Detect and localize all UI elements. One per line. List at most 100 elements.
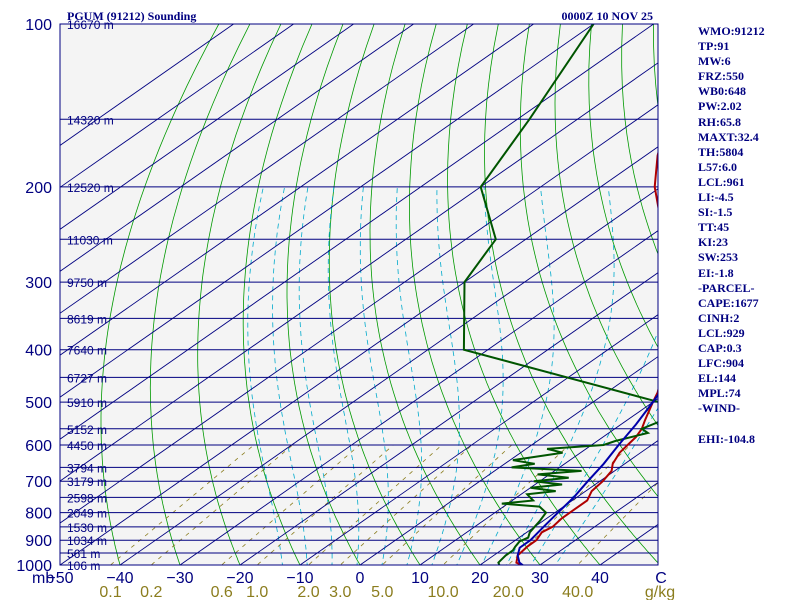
dry-adiabat [197,24,282,565]
index-line: CAP:0.3 [698,340,742,355]
temperature-tick-label: 30 [531,570,549,587]
index-line: FRZ:550 [698,69,744,84]
mixing-ratio-tick-label: 0.1 [99,584,121,600]
dry-adiabat [554,24,658,427]
pressure-tick-label: 400 [25,343,52,360]
dry-adiabat [588,24,658,349]
index-line: LCL:961 [698,174,745,189]
height-label: 14320 m [67,113,114,127]
temperature-tick-label: 0 [356,570,365,587]
mixing-ratio-line [339,444,473,565]
isotherm [60,24,415,272]
isotherm [60,62,658,482]
isotherm [239,272,658,565]
dry-adiabat [100,24,220,565]
index-line: WMO:91212 [698,24,765,38]
temperature-tick-label: −30 [166,570,193,587]
profile-lines [462,24,658,565]
height-label: 5152 m [67,423,107,437]
height-label: 2049 m [67,507,107,521]
isotherm [60,146,658,565]
plot-frame [59,23,659,566]
moist-adiabat [456,186,504,565]
index-line: EL:144 [698,371,737,386]
height-label: 3179 m [67,475,107,489]
temperature-tick-label: 20 [471,570,489,587]
isotherm [359,356,658,565]
isotherm [60,24,475,314]
dry-adiabat [149,24,251,565]
pressure-tick-label: 600 [25,438,52,455]
index-line: TP:91 [698,39,730,54]
temperature-tick-label: 40 [591,570,609,587]
pressure-tick-label: 100 [25,17,52,34]
height-label: 106 m [67,559,100,573]
height-label: 7640 m [67,344,107,358]
index-line: WB0:648 [698,84,746,99]
mixing-ratio-tick-label: 3.0 [329,584,351,600]
dry-adiabat [484,24,658,564]
index-line: EI:-1.8 [698,265,734,280]
height-label: 12520 m [67,181,114,195]
isotherm [179,230,658,565]
mixing-ratio-line [507,444,631,565]
mixing-ratio-tick-label: 2.0 [297,584,319,600]
index-line: SI:-1.5 [698,205,733,220]
mixing-ratio-tick-label: 20.0 [493,584,524,600]
moist-adiabat [530,330,658,565]
index-line: CINH:2 [698,310,740,325]
isotherm [60,24,655,440]
temperature-tick-label: −50 [46,570,73,587]
mixing-ratio-tick-label: 0.6 [211,584,233,600]
index-line [698,416,798,431]
mixing-ratio-unit-label: g/kg [645,584,675,600]
moist-adiabat [554,407,658,565]
dry-adiabat [328,24,421,565]
pressure-tick-label: 800 [25,506,52,523]
mixing-ratio-line [381,444,512,565]
temperature-tick-label: 10 [411,570,429,587]
height-label: 5910 m [67,396,107,410]
index-line: MPL:74 [698,386,741,401]
dewpoint-line [462,24,658,565]
index-line: MAXT:32.4 [698,129,759,144]
index-line: -WIND- [698,401,740,416]
height-label: 4450 m [67,439,107,453]
mixing-ratio-line [442,444,570,565]
index-line: TT:45 [698,220,730,235]
height-label: 3794 m [67,461,107,475]
temperature-line [515,150,658,565]
isotherm [479,439,658,565]
dry-adiabat [369,24,481,565]
index-line: CAPE:1677 [698,295,759,310]
grid-lines [60,24,658,565]
pressure-tick-label: 300 [25,275,52,292]
height-label: 6727 m [67,371,107,385]
index-line: LCL:929 [698,325,745,340]
isotherm [60,24,535,356]
index-line: PW:2.02 [698,99,742,114]
index-line: KI:23 [698,235,728,250]
height-label: 11030 m [67,233,113,247]
temperature-unit-label: C [655,570,667,587]
mixing-ratio-tick-label: 0.2 [140,584,162,600]
height-label: 9750 m [67,276,107,290]
pressure-tick-label: 1000 [16,558,52,575]
index-line: LFC:904 [698,356,744,371]
pressure-tick-label: 700 [25,474,52,491]
temperature-tick-label: −40 [106,570,133,587]
plot-background [60,24,658,565]
mixing-ratio-tick-label: 40.0 [562,584,593,600]
height-label: 1034 m [67,534,107,548]
index-line: L57:6.0 [698,159,737,174]
isotherm [60,104,658,524]
index-line: MW:6 [698,54,731,69]
isotherm [60,24,595,398]
mixing-ratio-line [109,444,255,565]
isotherm [119,188,658,565]
mixing-ratio-line [256,444,394,565]
mixing-ratio-tick-label: 5.0 [371,584,393,600]
mixing-ratio-tick-label: 10.0 [428,584,459,600]
